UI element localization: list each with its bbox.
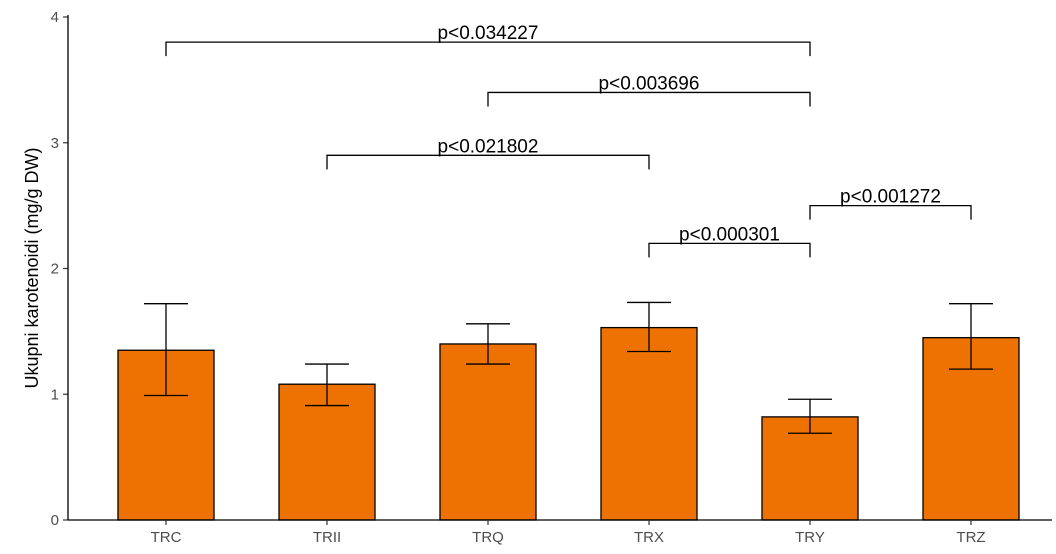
significance-bracket-try-trz bbox=[809, 204, 972, 220]
x-tick-label-trii: TRII bbox=[313, 529, 341, 546]
p-value-label-trii-trx: p<0.021802 bbox=[438, 136, 539, 157]
y-axis-title-group: Ukupni karotenoidi (mg/g DW) bbox=[22, 147, 42, 388]
error-bars-group bbox=[144, 301, 993, 434]
y-axis-ticks: 0 1 2 3 4 bbox=[51, 9, 68, 529]
significance-bracket-trx-try bbox=[648, 242, 811, 258]
axes-group bbox=[67, 15, 1052, 521]
significance-bracket-trc-try bbox=[165, 41, 811, 57]
y-tick-label-2: 2 bbox=[51, 261, 59, 278]
bar-trx bbox=[600, 326, 698, 521]
x-tick-label-trq: TRQ bbox=[472, 529, 504, 546]
p-value-label-trc-try: p<0.034227 bbox=[438, 23, 539, 44]
p-value-label-trx-try: p<0.000301 bbox=[679, 224, 780, 245]
y-tick-label-0: 0 bbox=[51, 512, 59, 529]
significance-brackets: p<0.034227 p<0.003696 p<0.021802 p<0.000301… bbox=[165, 23, 972, 258]
y-tick-label-4: 4 bbox=[51, 9, 59, 26]
x-tick-label-try: TRY bbox=[795, 529, 825, 546]
significance-bracket-trii-trx bbox=[326, 154, 650, 170]
y-tick-label-1: 1 bbox=[51, 386, 59, 403]
y-axis-title: Ukupni karotenoidi (mg/g DW) bbox=[22, 147, 42, 388]
x-tick-label-trc: TRC bbox=[151, 529, 182, 546]
p-value-label-try-trz: p<0.001272 bbox=[840, 187, 941, 208]
bar-trq bbox=[439, 343, 537, 521]
p-value-label-trq-try: p<0.003696 bbox=[599, 73, 700, 94]
y-tick-label-3: 3 bbox=[51, 135, 59, 152]
x-tick-label-trz: TRZ bbox=[956, 529, 985, 546]
x-axis-ticks: TRC TRII TRQ TRX TRY TRZ bbox=[151, 520, 986, 546]
x-tick-label-trx: TRX bbox=[634, 529, 664, 546]
significance-bracket-trq-try bbox=[487, 91, 811, 107]
bars-group bbox=[117, 326, 1020, 521]
